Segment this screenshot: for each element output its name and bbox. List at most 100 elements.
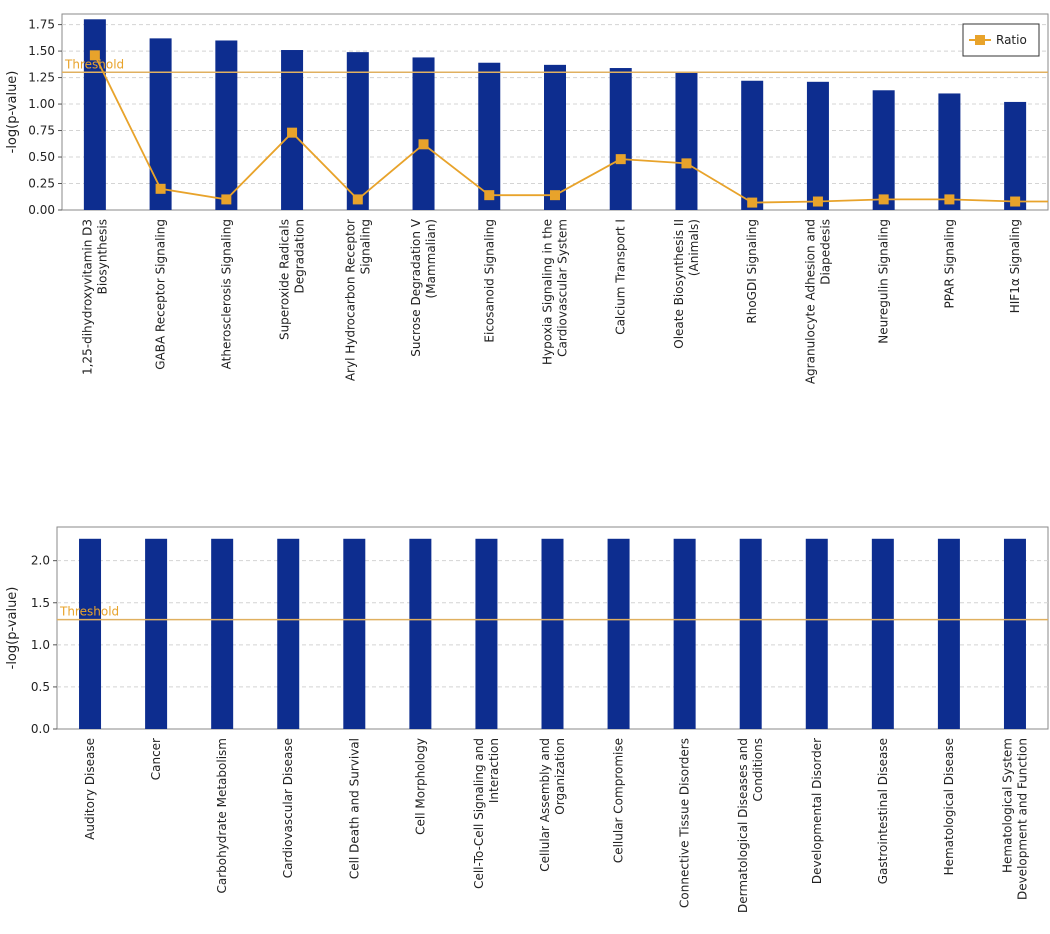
chart-1-bar <box>475 538 498 729</box>
chart-0-legend-label: Ratio <box>996 33 1027 47</box>
chart-0-category-label: GABA Receptor Signaling <box>154 219 168 370</box>
chart-1-y-tick-label: 0.5 <box>31 680 50 694</box>
chart-0-ratio-point <box>681 158 692 169</box>
chart-1-y-tick-label: 1.0 <box>31 638 50 652</box>
chart-1-category-label: Cell Morphology <box>413 738 427 835</box>
chart-0-ratio-point <box>287 127 298 138</box>
chart-1-category-label: Cardiovascular Disease <box>281 738 295 878</box>
chart-0-ratio-point <box>484 190 495 201</box>
chart-0-bar <box>1004 101 1027 210</box>
chart-0-y-tick-label: 1.75 <box>28 18 55 32</box>
chart-1-category-label-line: Developmental Disorder <box>810 738 824 884</box>
chart-0-ratio-point <box>878 194 889 205</box>
chart-1-category-label: Developmental Disorder <box>810 738 824 884</box>
chart-0-category-label-line: Biosynthesis <box>95 219 109 294</box>
chart-1-category-label-line: Cell Death and Survival <box>347 738 361 879</box>
chart-0-bar <box>938 93 961 210</box>
chart-0-bar <box>741 80 764 211</box>
chart-0-ratio-point <box>89 50 100 61</box>
chart-1-category-label-line: Cardiovascular Disease <box>281 738 295 878</box>
chart-1-bar <box>805 538 828 729</box>
chart-1-bar <box>739 538 762 729</box>
chart-0-ratio-point <box>615 154 626 165</box>
chart-0-bar <box>544 64 566 210</box>
chart-1-category-label: Dermatological Diseases andConditions <box>736 738 765 913</box>
chart-0-category-label-line: HIF1α Signaling <box>1008 219 1022 313</box>
chart-1-category-label-line: Interaction <box>487 738 501 803</box>
chart-1-category-label-line: Cellular Assembly and <box>538 738 552 872</box>
chart-0-ratio-line <box>94 54 1048 204</box>
chart-0-category-label-line: Degradation <box>293 219 307 293</box>
chart-0-y-tick-label: 0.00 <box>28 203 55 217</box>
chart-0-category-label: Atherosclerosis Signaling <box>219 219 233 369</box>
chart-0-category-label: Agranulocyte Adhesion andDiapedesis <box>803 219 832 384</box>
chart-0-ratio-point <box>747 197 758 208</box>
chart-1-category-label: Hematological SystemDevelopment and Func… <box>1000 738 1029 900</box>
chart-0-y-tick-label: 1.25 <box>28 71 55 85</box>
chart-0-ratio-point <box>1010 196 1021 207</box>
chart-0-category-label-line: Aryl Hydrocarbon Receptor <box>343 219 357 381</box>
chart-1-category-label: Gastrointestinal Disease <box>876 738 890 884</box>
chart-0-ratio-point <box>944 194 955 205</box>
chart-1-bar <box>871 538 894 729</box>
chart-1-category-label: Connective Tissue Disorders <box>678 738 692 908</box>
chart-1-category-label: Cell Death and Survival <box>347 738 361 879</box>
chart-1-category-label: Cancer <box>149 738 163 780</box>
chart-diseases-functions: 0.0 0.5 1.0 1.5 2.0 -log(p-value) Threshold Aud… <box>5 526 1049 913</box>
chart-0-threshold-label: Threshold <box>64 57 124 71</box>
chart-pathways: 0.00 0.25 0.50 0.75 1.00 1.25 1.50 1.75 -log(p-v… <box>5 13 1049 384</box>
chart-1-bar <box>211 538 234 729</box>
chart-0-bar <box>83 19 106 210</box>
chart-1-bar <box>937 538 960 729</box>
chart-0-bar <box>412 57 435 211</box>
chart-0-category-label: Neuregulin Signaling <box>877 219 891 344</box>
chart-0-category-label-line: (Animals) <box>687 219 701 276</box>
chart-1-bar <box>607 538 630 729</box>
chart-1-category-label-line: Conditions <box>751 738 765 802</box>
chart-1-y-axis-label: -log(p-value) <box>5 587 20 670</box>
chart-0-category-label-line: Signaling <box>358 219 372 274</box>
chart-1-category-label: Hematological Disease <box>942 738 956 875</box>
chart-0-y-tick-label: 0.25 <box>28 177 55 191</box>
chart-1-category-label-line: Auditory Disease <box>83 738 97 840</box>
chart-1-bar <box>79 538 102 729</box>
chart-1-category-label-line: Gastrointestinal Disease <box>876 738 890 884</box>
chart-0-bar <box>149 38 172 210</box>
chart-0-ratio-point <box>155 183 166 194</box>
chart-0-category-label: Hypoxia Signaling in theCardiovascular S… <box>541 219 570 365</box>
chart-0-bar <box>215 40 238 211</box>
chart-1-threshold-label: Threshold <box>59 605 119 619</box>
chart-0-category-label-line: RhoGDI Signaling <box>745 219 759 324</box>
chart-0-ratio-point <box>418 139 429 150</box>
chart-1-category-label-line: Cellular Compromise <box>612 738 626 863</box>
chart-0-y-tick-label: 1.50 <box>28 44 55 58</box>
chart-0-category-label-line: Superoxide Radicals <box>278 219 292 340</box>
chart-0-ratio-point <box>221 194 232 205</box>
chart-0-category-label-line: Oleate Biosynthesis II <box>672 219 686 349</box>
chart-0-category-label-line: Hypoxia Signaling in the <box>541 219 555 365</box>
chart-1-category-label-line: Development and Function <box>1015 738 1029 900</box>
chart-1-category-label: Carbohydrate Metabolism <box>215 738 229 894</box>
chart-0-category-label-line: PPAR Signaling <box>942 219 956 308</box>
chart-0-y-axis-label: -log(p-value) <box>5 71 20 154</box>
chart-0-category-label: 1,25-dihydroxyvitamin D3Biosynthesis <box>80 219 109 375</box>
chart-0-category-label-line: Atherosclerosis Signaling <box>219 219 233 369</box>
chart-0-category-label-line: Sucrose Degradation V <box>409 218 423 357</box>
chart-1-category-label-line: Dermatological Diseases and <box>736 738 750 913</box>
chart-1-category-label-line: Cancer <box>149 738 163 780</box>
chart-0-category-label: PPAR Signaling <box>942 219 956 308</box>
chart-0-bar <box>675 72 698 211</box>
chart-1-bar <box>541 538 564 729</box>
chart-0-category-label: Superoxide RadicalsDegradation <box>278 219 307 340</box>
chart-1-bar <box>277 538 300 729</box>
chart-0-category-label: Oleate Biosynthesis II(Animals) <box>672 219 701 349</box>
chart-1-category-label-line: Connective Tissue Disorders <box>678 738 692 908</box>
chart-1-category-label: Cellular Compromise <box>612 738 626 863</box>
chart-0-legend-marker <box>975 35 985 45</box>
chart-0-category-label: Aryl Hydrocarbon ReceptorSignaling <box>343 219 372 381</box>
chart-0-category-label: Sucrose Degradation V(Mammalian) <box>409 218 438 357</box>
chart-1-category-label: Auditory Disease <box>83 738 97 840</box>
chart-1-category-label-line: Hematological Disease <box>942 738 956 875</box>
chart-1-y-tick-label: 0.0 <box>31 722 50 736</box>
chart-1-bar <box>145 538 168 729</box>
